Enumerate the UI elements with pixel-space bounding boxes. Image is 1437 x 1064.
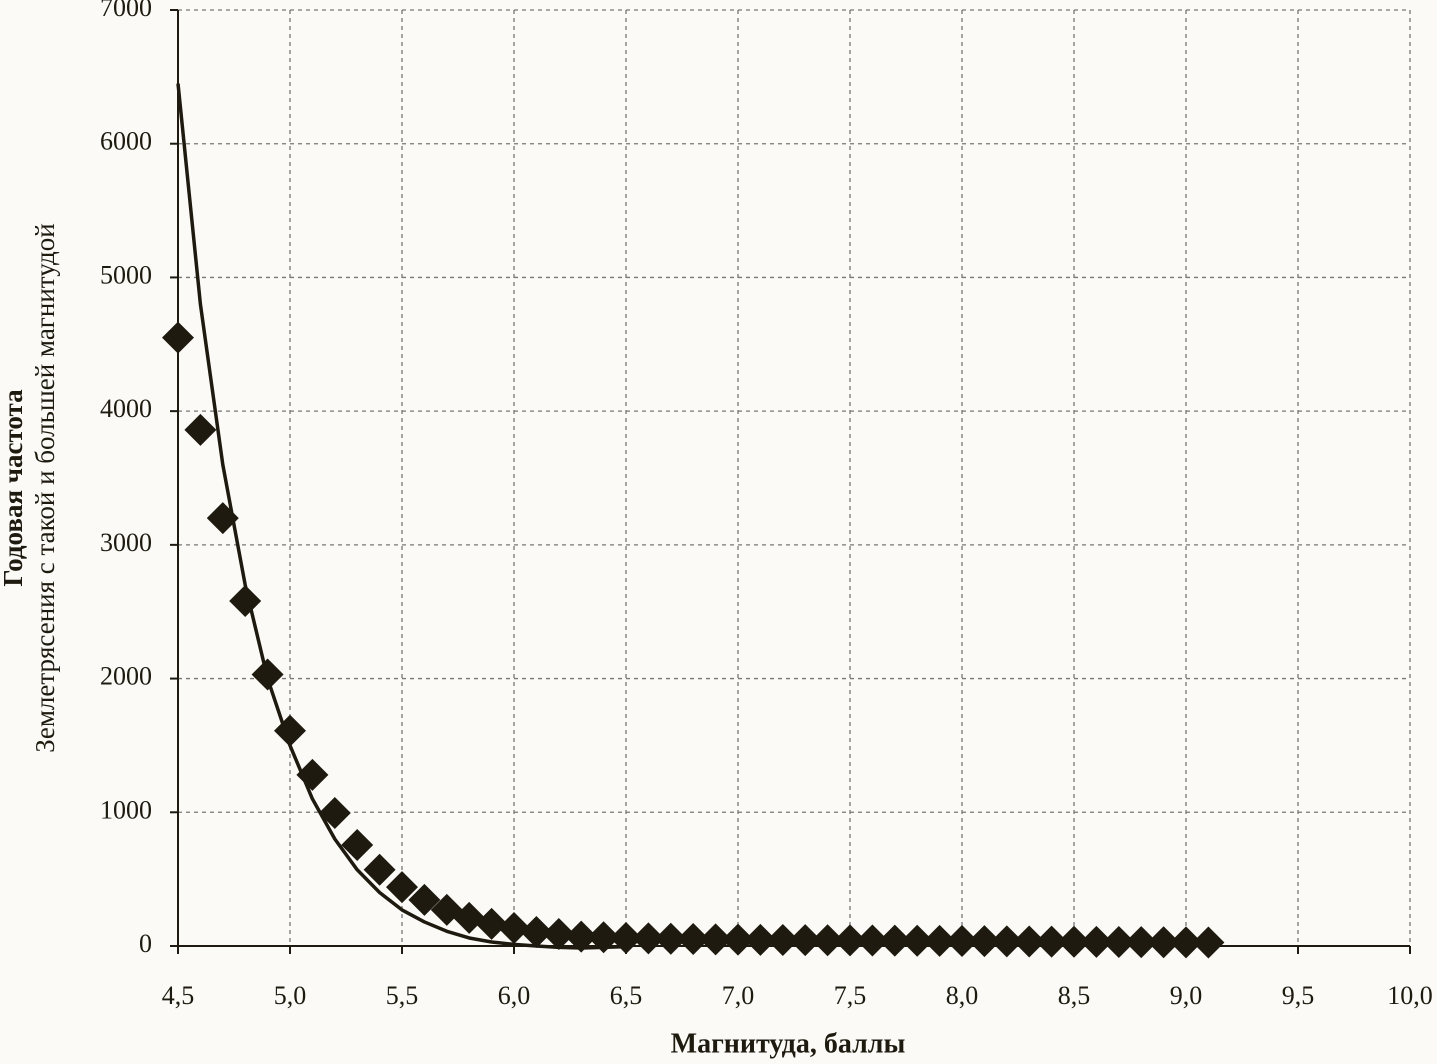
x-axis-label: Магнитуда, баллы (671, 1028, 906, 1059)
x-tick-label: 4,5 (162, 981, 195, 1010)
y-tick-label: 7000 (100, 0, 152, 22)
data-point (901, 924, 934, 957)
data-point (520, 915, 553, 948)
data-point (363, 853, 396, 886)
y-tick-label: 1000 (100, 795, 152, 824)
x-tick-label: 6,5 (610, 981, 643, 1010)
data-point (766, 923, 799, 956)
data-point (811, 924, 844, 957)
data-point (296, 758, 329, 791)
data-point (856, 924, 889, 957)
data-point (1125, 926, 1158, 959)
data-point (1147, 926, 1180, 959)
data-point (229, 585, 262, 618)
data-point (251, 658, 284, 691)
data-point (946, 925, 978, 958)
x-tick-label: 5,5 (386, 981, 419, 1010)
data-point (1170, 926, 1202, 959)
data-point (318, 796, 351, 829)
data-point (542, 917, 575, 950)
data-point (184, 413, 217, 446)
data-point (1058, 925, 1090, 958)
data-point (1192, 926, 1225, 959)
x-tick-label: 7,5 (834, 981, 867, 1010)
data-point (386, 871, 418, 904)
x-tick-label: 5,0 (274, 981, 307, 1010)
x-tick-label: 9,0 (1170, 981, 1203, 1010)
data-point (587, 921, 620, 954)
data-point (968, 925, 1001, 958)
data-point (632, 922, 665, 955)
y-tick-label: 3000 (100, 528, 152, 557)
x-tick-label: 9,5 (1282, 981, 1315, 1010)
y-tick-label: 5000 (100, 260, 152, 289)
data-point (274, 714, 306, 747)
data-point (744, 923, 777, 956)
y-tick-label: 2000 (100, 662, 152, 691)
data-point (206, 502, 239, 535)
data-point (498, 911, 530, 944)
y-tick-label: 4000 (100, 394, 152, 423)
data-point (834, 924, 866, 957)
data-point (878, 924, 911, 957)
x-tick-label: 8,0 (946, 981, 979, 1010)
data-point (1013, 925, 1046, 958)
data-point (923, 924, 956, 957)
data-point (610, 921, 642, 954)
y-tick-label: 0 (139, 929, 152, 958)
y-axis-label: Землетрясения с такой и большей магнитуд… (30, 223, 60, 752)
data-point (1080, 925, 1113, 958)
y-axis-label: Годовая частота (0, 389, 28, 587)
x-tick-label: 7,0 (722, 981, 755, 1010)
data-point (565, 920, 598, 953)
data-point (654, 922, 687, 955)
x-tick-label: 10,0 (1387, 981, 1433, 1010)
data-point (475, 907, 508, 940)
x-tick-label: 8,5 (1058, 981, 1091, 1010)
data-point (162, 321, 194, 354)
data-point (990, 925, 1023, 958)
y-tick-label: 6000 (100, 127, 152, 156)
data-point (1102, 925, 1135, 958)
data-point (341, 829, 374, 862)
data-point (1035, 925, 1068, 958)
data-point (453, 901, 486, 934)
data-point (677, 923, 710, 956)
fit-curve (176, 83, 627, 950)
data-point (789, 924, 822, 957)
x-tick-label: 6,0 (498, 981, 531, 1010)
data-point (722, 923, 754, 956)
data-point (408, 883, 441, 916)
data-point (699, 923, 732, 956)
